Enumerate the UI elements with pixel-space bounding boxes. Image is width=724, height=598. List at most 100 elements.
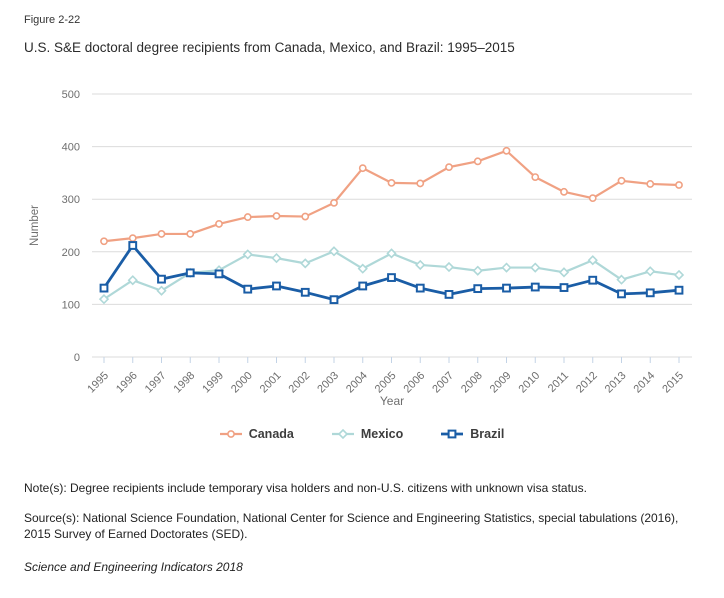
data-point-brazil [214,269,224,279]
legend-marker [447,429,457,439]
data-point-mexico [242,249,253,260]
x-tick-label: 2005 [373,370,399,396]
legend-label: Mexico [360,427,404,441]
y-tick-label: 200 [62,247,80,259]
attribution-text: Science and Engineering Indicators 2018 [24,560,243,574]
data-point-mexico [443,261,455,273]
data-point-brazil [358,281,368,291]
data-point-canada [186,230,195,238]
data-point-canada [272,212,281,220]
x-tick-label: 2013 [603,370,629,396]
data-point-canada [560,187,568,196]
legend-item-brazil[interactable]: Brazil [441,427,504,441]
data-point-brazil [617,289,626,299]
legend-item-mexico[interactable]: Mexico [331,427,404,441]
data-point-brazil [272,281,281,291]
data-point-mexico [98,294,110,305]
data-point-mexico [558,267,570,278]
x-tick-label: 2006 [402,370,428,396]
x-tick-label: 2001 [258,370,284,396]
legend-marker [226,430,235,438]
data-point-mexico [673,269,685,281]
x-tick-label: 2015 [660,370,686,396]
legend-square-marker-icon [441,429,464,439]
data-point-canada [502,146,511,155]
figure-label: Figure 2-22 [24,14,81,26]
data-point-mexico [156,285,167,296]
x-tick-label: 2009 [488,370,514,396]
note-text: Note(s): Degree recipients include tempo… [24,481,587,495]
x-tick-label: 2012 [574,370,600,396]
data-point-canada [243,213,252,221]
data-point-brazil [502,283,511,293]
data-point-mexico [386,248,397,259]
y-tick-label: 300 [62,194,80,206]
x-tick-label: 1996 [114,370,140,396]
x-tick-label: 1999 [200,370,226,396]
y-tick-label: 400 [62,142,80,154]
data-point-mexico [587,255,598,266]
data-point-mexico [127,275,138,286]
data-point-mexico [271,252,282,264]
data-point-brazil [329,295,339,305]
legend-label: Brazil [470,427,505,441]
data-point-mexico [616,274,627,285]
x-tick-label: 1995 [85,370,111,396]
data-point-canada [128,234,137,243]
data-point-canada [301,212,310,221]
data-point-brazil [444,290,454,299]
x-tick-label: 2002 [287,370,313,396]
y-tick-label: 0 [74,352,80,364]
y-tick-label: 100 [62,299,80,311]
x-tick-label: 2011 [546,370,571,395]
data-point-canada [617,176,626,185]
data-point-mexico [328,246,340,257]
data-point-brazil [185,268,195,278]
data-point-canada [531,173,540,182]
data-point-mexico [300,258,311,269]
data-point-brazil [300,287,310,297]
data-point-mexico [530,262,541,273]
x-tick-label: 2000 [229,370,255,396]
data-point-canada [358,164,367,173]
data-point-brazil [243,284,253,294]
x-tick-label: 1998 [172,370,198,396]
data-point-canada [157,230,166,238]
data-point-canada [588,194,597,203]
data-point-mexico [357,263,368,274]
y-axis-title: Number [29,205,41,246]
data-point-brazil [128,241,138,250]
x-tick-label: 2007 [430,370,456,396]
x-tick-label: 2008 [459,370,485,396]
data-point-canada [675,181,683,189]
data-point-mexico [472,265,483,276]
data-point-canada [416,179,425,188]
x-tick-label: 2004 [344,370,370,396]
x-tick-label: 2014 [632,370,658,396]
data-point-mexico [645,266,656,277]
data-point-brazil [645,288,655,298]
data-point-brazil [157,274,166,284]
data-point-canada [646,180,655,188]
data-point-brazil [99,283,109,293]
legend-label: Canada [248,427,294,441]
data-point-brazil [674,285,684,295]
data-point-canada [215,220,223,228]
data-point-brazil [387,273,396,282]
legend-item-canada[interactable]: Canada [219,427,294,441]
chart-title: U.S. S&E doctoral degree recipients from… [24,40,515,55]
legend-marker [337,428,348,440]
data-point-brazil [415,283,425,293]
x-tick-label: 2003 [315,370,341,396]
data-point-mexico [415,259,426,271]
x-tick-label: 1997 [143,370,169,396]
data-point-mexico [501,262,512,273]
data-point-canada [473,157,482,166]
legend-circle-marker-icon [219,430,242,438]
x-axis-title: Year [380,394,404,408]
data-point-canada [330,198,338,207]
source-text: Source(s): National Science Foundation, … [24,511,679,542]
data-point-canada [387,178,396,187]
data-point-brazil [530,282,540,292]
data-point-canada [445,163,453,172]
